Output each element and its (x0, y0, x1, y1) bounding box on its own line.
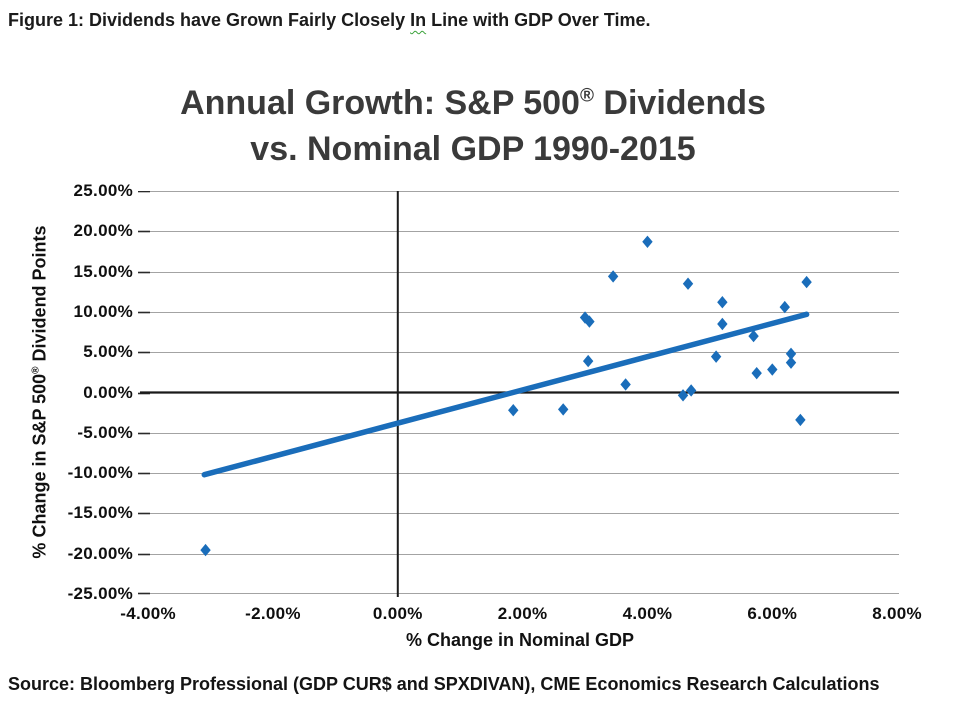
scatter-point (785, 356, 797, 369)
x-tick-label: 2.00% (497, 604, 548, 623)
plot-area (138, 191, 899, 597)
scatter-point (200, 543, 211, 557)
scatter-point (685, 384, 697, 397)
chart-title-line1: Annual Growth: S&P 500® Dividends (140, 80, 806, 126)
scatter-point (748, 329, 759, 343)
y-tick-label: -5.00% (77, 422, 133, 442)
y-tick-label: -20.00% (67, 543, 133, 563)
x-tick-label: 6.00% (747, 604, 798, 623)
scatter-point (717, 296, 728, 309)
x-axis-title: % Change in Nominal GDP (405, 630, 635, 650)
caption-text-start: Figure 1: Dividends have Grown Fairly Cl… (8, 10, 411, 30)
chart-title-line1-text: Annual Growth: S&P 500 (180, 84, 580, 122)
caption-text-end: Line with GDP Over Time. (426, 10, 651, 30)
x-tick-label: -4.00% (120, 604, 176, 623)
scatter-point (557, 403, 569, 416)
y-tick-label: 25.00% (73, 181, 133, 200)
x-tick-label: 8.00% (872, 604, 922, 623)
x-tick-label: 0.00% (372, 604, 423, 623)
source-line: Source: Bloomberg Professional (GDP CUR$… (8, 674, 880, 694)
chart-title-line1-tail: Dividends (593, 84, 766, 122)
y-tick-label: -25.00% (67, 584, 133, 603)
x-tick-label: -2.00% (245, 604, 301, 623)
scatter-point (642, 235, 653, 248)
x-tick-label: 4.00% (622, 604, 673, 623)
scatter-point (682, 277, 694, 290)
y-tick-label: 15.00% (73, 261, 133, 281)
scatter-point (801, 275, 812, 289)
scatter-point (785, 347, 797, 361)
y-tick-label: 10.00% (73, 301, 133, 321)
y-tick-label: -10.00% (67, 463, 133, 483)
scatter-point (751, 366, 762, 380)
scatter-point (508, 404, 519, 417)
y-tick-label: -15.00% (67, 503, 133, 523)
chart-title: Annual Growth: S&P 500® Dividends vs. No… (140, 80, 806, 172)
registered-mark: ® (579, 85, 594, 107)
registered-mark: ® (30, 366, 42, 374)
chart-title-line2: vs. Nominal GDP 1990-2015 (250, 130, 696, 168)
y-tick-label: 0.00% (83, 382, 133, 402)
scatter-point (620, 378, 631, 391)
scatter-point (767, 363, 778, 376)
scatter-point (582, 354, 594, 368)
caption-spellcheck-word: In (410, 10, 427, 30)
scatter-point (710, 350, 722, 363)
figure-caption: Figure 1: Dividends have Grown Fairly Cl… (8, 5, 663, 36)
scatter-point (795, 413, 806, 427)
trend-line (201, 311, 810, 478)
y-tick-label: 20.00% (73, 221, 133, 241)
scatter-point (717, 317, 728, 331)
scatter-point (779, 300, 790, 314)
scatter-point (677, 389, 689, 402)
y-tick-label: 5.00% (83, 342, 133, 362)
